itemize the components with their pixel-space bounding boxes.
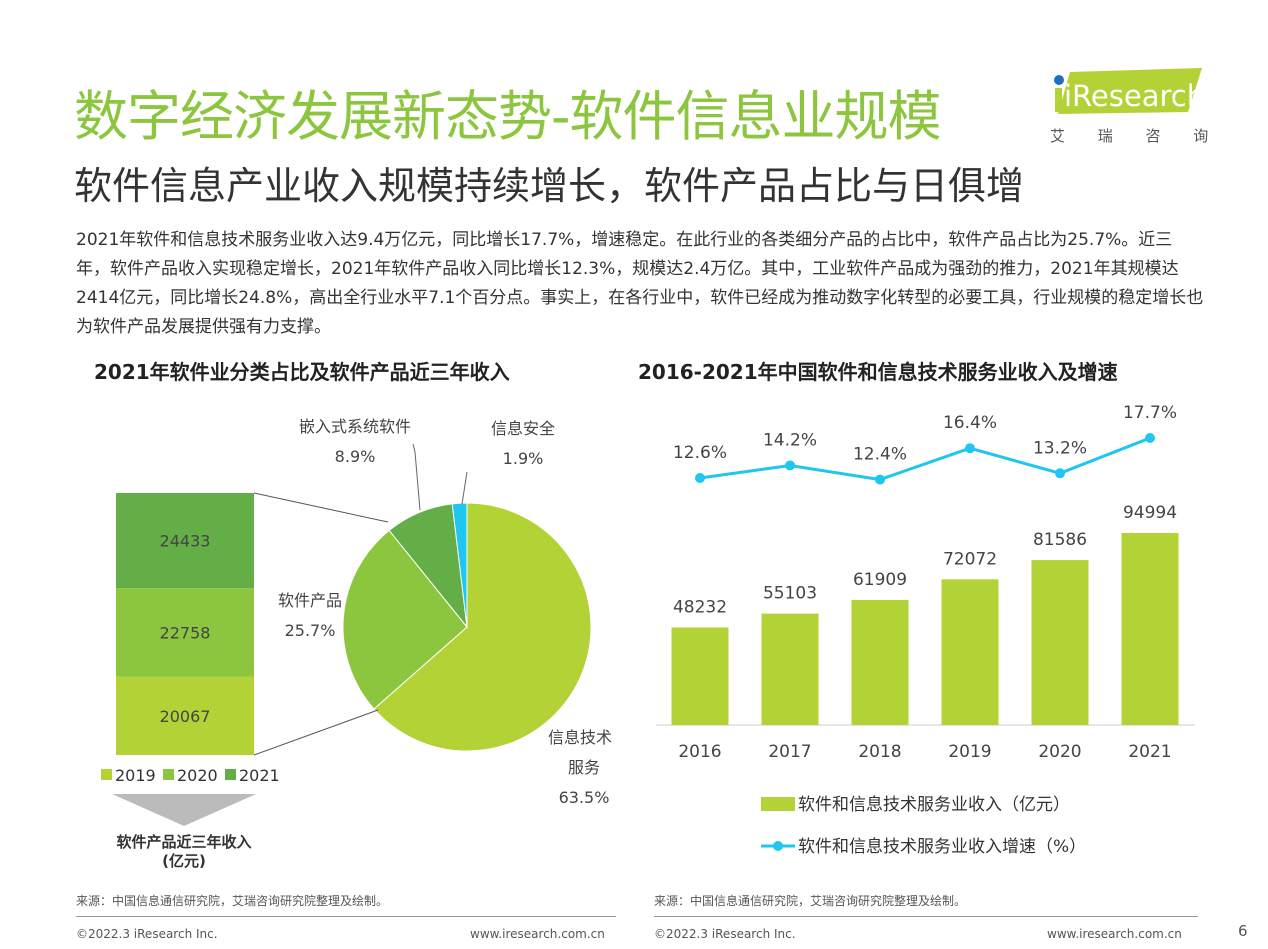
legend-line-marker <box>773 841 783 851</box>
growth-point-2019 <box>965 443 975 454</box>
left-chart-title: 2021年软件业分类占比及软件产品近三年收入 <box>94 360 510 384</box>
bar-2021 <box>1121 533 1179 725</box>
stack-caption-unit: (亿元) <box>162 852 206 870</box>
growth-label-2016: 12.6% <box>673 443 727 463</box>
logo-graphic: iResearch 艾 瑞 咨 询 <box>1050 68 1210 145</box>
x-tick-2019: 2019 <box>948 742 991 762</box>
bar-2019 <box>941 579 999 725</box>
bar-2018 <box>851 599 909 725</box>
logo-text: iResearch <box>1064 79 1205 113</box>
connector-bottom <box>253 709 379 756</box>
down-arrow-icon <box>112 794 256 826</box>
right-chart-title: 2016-2021年中国软件和信息技术服务业收入及增速 <box>638 360 1118 384</box>
x-tick-2021: 2021 <box>1128 742 1171 762</box>
legend-label-2019: 2019 <box>115 766 156 785</box>
iresearch-logo: iResearch 艾 瑞 咨 询 <box>1050 68 1210 152</box>
growth-label-2019: 16.4% <box>943 413 997 433</box>
bar-label-2019: 72072 <box>943 549 997 569</box>
bar-label-2018: 61909 <box>853 570 907 590</box>
stack-segment-2021 <box>116 493 254 589</box>
copyright-left: ©2022.3 iResearch Inc. <box>76 927 218 941</box>
copyright-right: ©2022.3 iResearch Inc. <box>654 927 796 941</box>
divider-right <box>654 916 1198 917</box>
pie-label-3: 信息安全 <box>491 419 555 438</box>
x-tick-2020: 2020 <box>1038 742 1081 762</box>
pie-value-3: 1.9% <box>503 449 544 468</box>
legend-bar-label: 软件和信息技术服务业收入（亿元） <box>798 795 1070 815</box>
source-left: 来源：中国信息通信研究院，艾瑞咨询研究院整理及绘制。 <box>76 894 389 908</box>
website-right[interactable]: www.iresearch.com.cn <box>1047 927 1182 941</box>
pie-slice-0 <box>373 502 592 752</box>
growth-point-2020 <box>1055 468 1065 479</box>
page-number: 6 <box>1238 922 1248 940</box>
page-title: 数字经济发展新态势-软件信息业规模 <box>74 85 941 148</box>
stack-label-2020: 22758 <box>160 624 211 643</box>
pie-label-2: 嵌入式系统软件 <box>299 417 411 436</box>
pie-value-2: 8.9% <box>335 447 376 466</box>
stack-label-2021: 24433 <box>160 532 211 551</box>
growth-point-2017 <box>785 460 795 471</box>
left-chart: 信息技术服务 63.5% 软件产品 25.7% 嵌入式系统软件 8.9% 信息安全 1.9% 2… <box>101 417 612 870</box>
bar-label-2017: 55103 <box>763 584 817 604</box>
bar-label-2020: 81586 <box>1033 530 1087 550</box>
source-right: 来源：中国信息通信研究院，艾瑞咨询研究院整理及绘制。 <box>654 894 967 908</box>
pie-label-1: 软件产品 <box>278 591 342 610</box>
x-tick-2018: 2018 <box>858 742 901 762</box>
pie-label-0: 信息技术 <box>548 728 612 747</box>
bar-2020 <box>1031 560 1089 725</box>
bar-label-2021: 94994 <box>1123 503 1177 523</box>
growth-label-2020: 13.2% <box>1033 438 1087 458</box>
legend-bar-swatch <box>761 797 795 811</box>
legend-line-label: 软件和信息技术服务业收入增速（%） <box>798 837 1086 857</box>
connector-top <box>253 492 389 523</box>
divider-left <box>76 916 616 917</box>
stack-label-2019: 20067 <box>160 707 211 726</box>
bar-label-2016: 48232 <box>673 598 727 618</box>
legend-label-2021: 2021 <box>239 766 280 785</box>
stack-segment-2020 <box>116 588 254 677</box>
pie-value-0: 63.5% <box>559 788 610 807</box>
bar-2016 <box>671 627 729 725</box>
legend-swatch-2021 <box>225 769 236 780</box>
growth-point-2021 <box>1145 433 1155 444</box>
x-tick-2017: 2017 <box>768 742 811 762</box>
pie-value-1: 25.7% <box>285 621 336 640</box>
leader-line-2 <box>412 443 421 511</box>
page-subtitle: 软件信息产业收入规模持续增长，软件产品占比与日俱增 <box>74 164 1025 208</box>
right-chart: 48232 2016 55103 2017 61909 2018 72072 2019 8158… <box>656 403 1195 857</box>
pie-slice-3 <box>451 502 468 628</box>
stack-segment-2019 <box>116 676 254 755</box>
legend-label-2020: 2020 <box>177 766 218 785</box>
pie-slice-1 <box>342 529 468 710</box>
growth-label-2017: 14.2% <box>763 430 817 450</box>
pie-label-0b: 服务 <box>568 758 600 777</box>
x-tick-2016: 2016 <box>678 742 721 762</box>
growth-label-2021: 17.7% <box>1123 403 1177 423</box>
growth-point-2016 <box>695 473 705 483</box>
growth-line <box>699 436 1151 482</box>
legend-swatch-2019 <box>101 769 112 780</box>
growth-point-2018 <box>875 474 885 485</box>
logo-cn-text: 艾 瑞 咨 询 <box>1050 127 1210 145</box>
website-left[interactable]: www.iresearch.com.cn <box>470 927 605 941</box>
bar-2017 <box>761 613 819 725</box>
leader-line-3 <box>461 471 468 505</box>
legend-swatch-2020 <box>163 769 174 780</box>
growth-label-2018: 12.4% <box>853 445 907 465</box>
stack-caption: 软件产品近三年收入 <box>116 833 251 851</box>
summary-paragraph: 2021年软件和信息技术服务业收入达9.4万亿元，同比增长17.7%，增速稳定。… <box>76 230 1204 337</box>
